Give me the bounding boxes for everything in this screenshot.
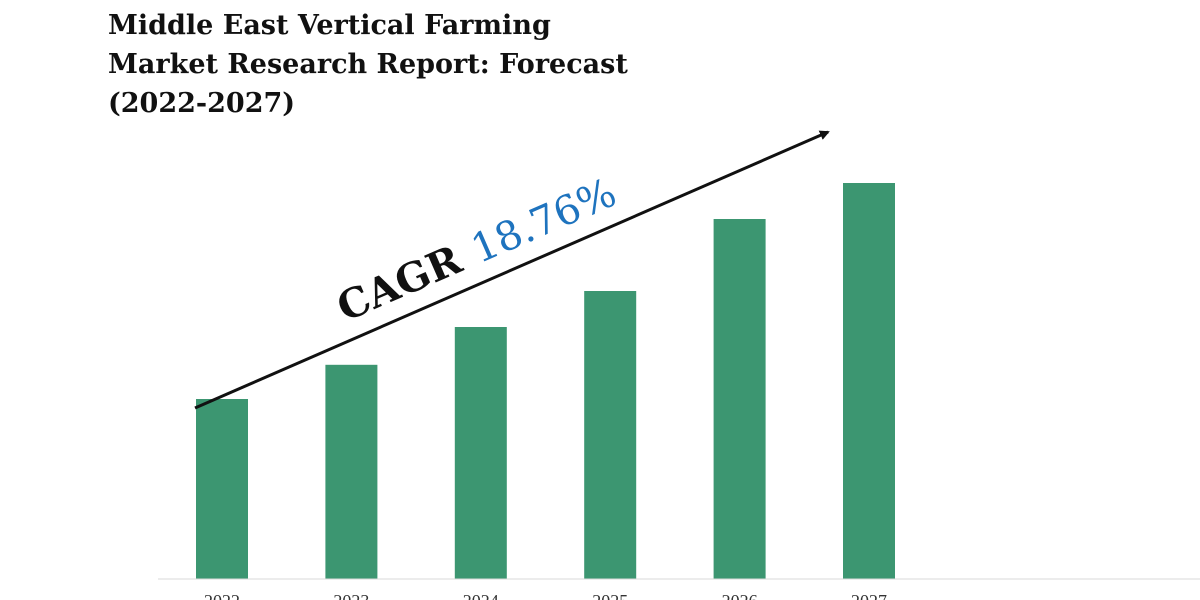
x-tick-label-2023: 2023: [333, 591, 369, 600]
chart-title: Middle East Vertical Farming Market Rese…: [108, 10, 628, 119]
cagr-label: CAGR: [330, 236, 469, 331]
bar-2026: [713, 219, 766, 579]
cagr-annotation: CAGR 18.76%: [330, 169, 623, 331]
trend-arrow: [194, 130, 830, 410]
bars-layer: [196, 183, 895, 579]
bar-2024: [454, 327, 507, 579]
x-tick-label-2025: 2025: [592, 591, 628, 600]
bar-2023: [325, 364, 378, 579]
x-tick-label-2027: 2027: [851, 591, 887, 600]
x-tick-label-2022: 2022: [204, 591, 240, 600]
x-tick-label-2026: 2026: [722, 591, 758, 600]
bar-2027: [843, 183, 895, 579]
bar-2025: [584, 291, 637, 579]
x-tick-label-2024: 2024: [463, 591, 499, 600]
x-tick-labels: 2022 2023 2024 2025 2026 2027: [204, 591, 887, 600]
bar-2022: [196, 399, 248, 579]
